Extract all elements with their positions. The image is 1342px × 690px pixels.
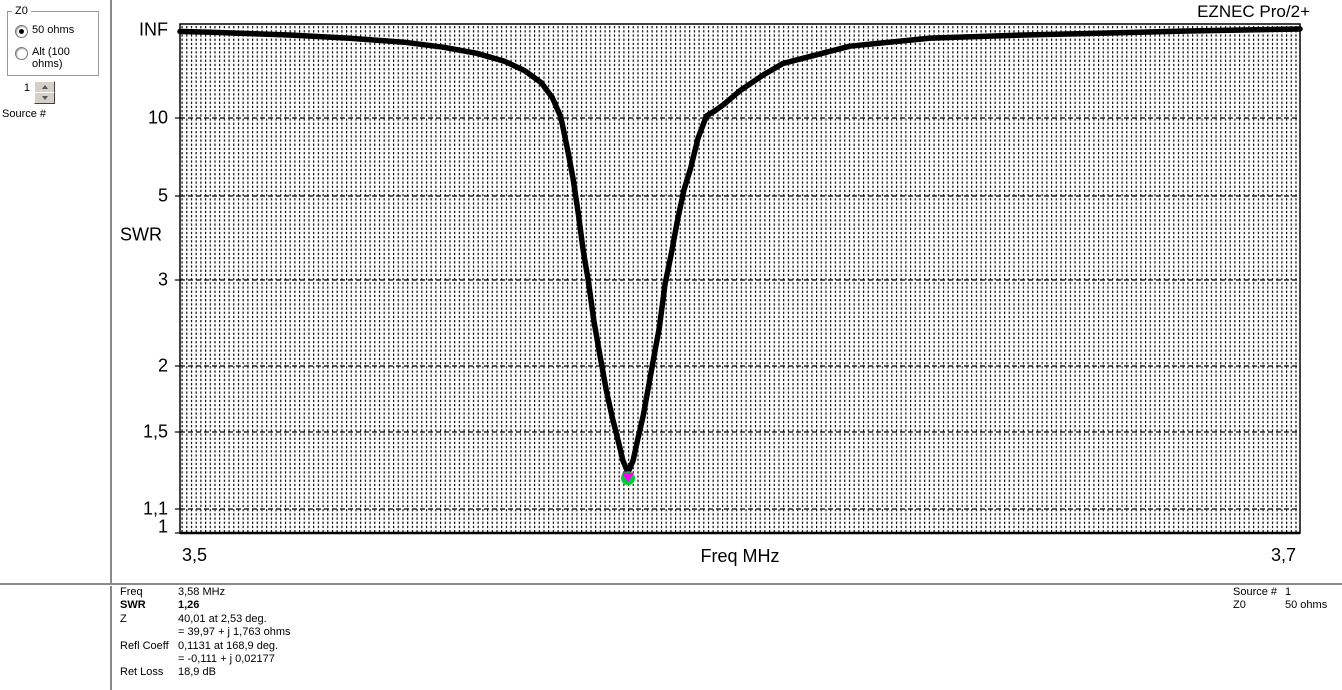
readout-label: SWR (120, 599, 146, 612)
source-number-value[interactable]: 1 (23, 82, 30, 94)
radio-50-ohms-label: 50 ohms (32, 24, 75, 36)
y-tick-label: INF (139, 19, 168, 40)
y-tick-label: 1 (157, 516, 168, 537)
cursor-marker-triangle[interactable] (622, 472, 634, 483)
readout-row: Z0 50 ohms (1233, 599, 1327, 612)
y-axis-title: SWR (120, 224, 162, 245)
readout-value: 0,1131 at 168,9 deg. (178, 639, 279, 652)
radio-button-icon[interactable] (15, 25, 28, 38)
readout-label: Source # (1233, 586, 1278, 598)
readout-label: Refl Coeff (120, 639, 169, 652)
readout-label: Freq (120, 586, 143, 598)
x-axis-title: Freq MHz (700, 546, 780, 566)
z0-groupbox: Z0 50 ohms Alt (100 ohms) (7, 5, 99, 76)
readout-divider (0, 583, 1342, 586)
y-tick-label: 5 (157, 185, 168, 206)
x-tick-min-label: 3,5 (182, 545, 208, 565)
brand-title: EZNEC Pro/2+ (1197, 2, 1310, 21)
source-readout: Source # 1 Z0 50 ohms (1233, 586, 1327, 613)
y-tick-label: 1,5 (142, 421, 168, 442)
readout-row: Freq 3,58 MHz (120, 586, 291, 599)
y-tick-label: 3 (157, 269, 168, 290)
y-tick-label: 1,1 (142, 498, 168, 519)
z0-groupbox-title: Z0 (12, 5, 31, 17)
readout-value: 18,9 dB (178, 666, 216, 679)
readout-value: = -0,111 + j 0,02177 (178, 653, 275, 666)
readout-row: = -0,111 + j 0,02177 (120, 653, 291, 666)
spinner-down-button[interactable] (34, 92, 55, 104)
radio-alt-100-ohms-label: Alt (100 ohms) (32, 46, 70, 70)
readout-row: Z 40,01 at 2,53 deg. (120, 613, 291, 626)
readout-label: Z (120, 612, 127, 625)
readout-value: 1 (1285, 586, 1292, 598)
grid-dots (181, 25, 1299, 532)
readout-row: Ret Loss 18,9 dB (120, 666, 291, 679)
source-number-label: Source # (2, 108, 47, 120)
source-number-spinner[interactable] (34, 81, 55, 104)
readout-value: 40,01 at 2,53 deg. (178, 612, 267, 625)
readout-label: Z0 (1233, 599, 1246, 612)
up-arrow-icon (41, 85, 48, 89)
readout-row: = 39,97 + j 1,763 ohms (120, 626, 291, 639)
radio-alt-100-ohms[interactable]: Alt (100 ohms) (15, 46, 84, 70)
y-tick-label: 2 (157, 355, 168, 376)
x-tick-max-label: 3,7 (1270, 545, 1296, 565)
readout-value: 1,26 (178, 599, 200, 612)
cursor-readout: Freq 3,58 MHz SWR 1,26 Z 40,01 at 2,53 deg. = … (120, 586, 291, 680)
radio-50-ohms[interactable]: 50 ohms (15, 24, 84, 38)
readout-row: SWR 1,26 (120, 599, 291, 612)
readout-value: = 39,97 + j 1,763 ohms (178, 626, 291, 639)
panel-divider (110, 0, 112, 690)
down-arrow-icon (41, 96, 48, 100)
readout-value: 50 ohms (1285, 599, 1328, 612)
y-tick-label: 10 (147, 107, 168, 128)
radio-button-icon[interactable] (15, 47, 28, 60)
readout-value: 3,58 MHz (178, 586, 226, 598)
readout-label: Ret Loss (120, 666, 164, 679)
readout-row: Source # 1 (1233, 586, 1327, 599)
readout-row: Refl Coeff 0,1131 at 168,9 deg. (120, 640, 291, 653)
